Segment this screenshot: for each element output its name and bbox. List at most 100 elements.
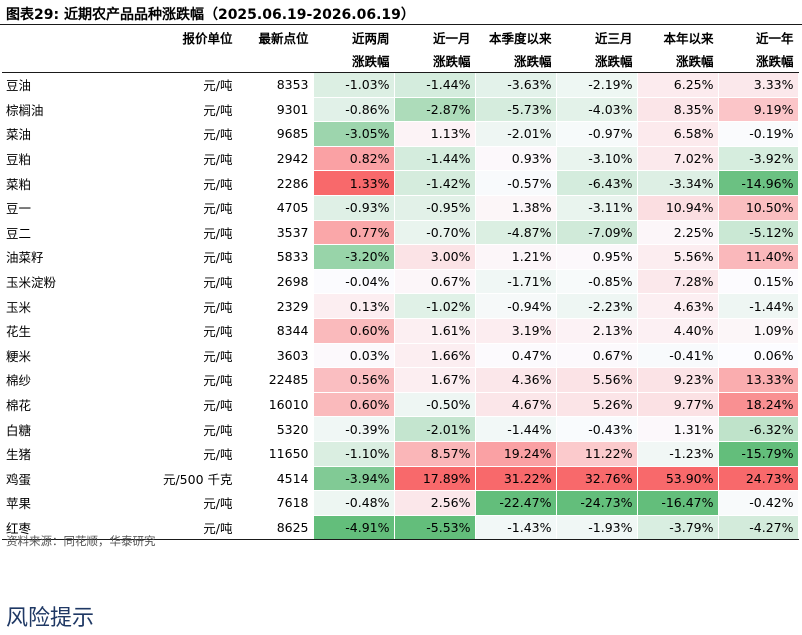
commodity-price: 2942 — [237, 146, 314, 172]
change-cell: -3.05% — [313, 121, 395, 147]
change-cell: -6.32% — [718, 416, 799, 442]
commodity-price: 2698 — [237, 269, 314, 295]
change-cell: -1.44% — [475, 416, 557, 442]
column-header: 最新点位 — [237, 26, 314, 49]
change-cell: 5.26% — [556, 392, 638, 418]
commodity-name: 玉米 — [2, 293, 93, 319]
change-cell: 9.23% — [637, 367, 719, 393]
price-change-table: 报价单位 最新点位 近两周 近一月 本季度以来 近三月 本年以来 近一年 涨跌幅 涨跌幅 涨跌幅涨… — [2, 26, 799, 541]
table-row: 花生 元/吨 8344 0.60% 1.61% 3.19% 2.13% 4.40% 1.09% — [2, 318, 799, 344]
change-cell: -1.44% — [394, 146, 476, 172]
table-row: 棉纱 元/吨 22485 0.56% 1.67% 4.36% 5.56% 9.23% 13.33… — [2, 367, 799, 393]
change-cell: -0.94% — [475, 293, 557, 319]
change-cell: -4.91% — [313, 515, 395, 541]
change-cell: -4.87% — [475, 220, 557, 246]
change-cell: -14.96% — [718, 170, 799, 196]
change-cell: 9.19% — [718, 97, 799, 123]
column-header — [92, 49, 238, 73]
column-header: 本季度以来 — [475, 26, 557, 49]
commodity-price: 5320 — [237, 416, 314, 442]
column-header — [2, 49, 93, 73]
column-header: 本年以来 — [637, 26, 719, 49]
header-row: 涨跌幅 涨跌幅 涨跌幅 涨跌幅 涨跌幅 涨跌幅 — [2, 49, 799, 73]
change-cell: -0.97% — [556, 121, 638, 147]
change-cell: 1.67% — [394, 367, 476, 393]
change-cell: -3.10% — [556, 146, 638, 172]
commodity-name: 苹果 — [2, 490, 93, 516]
change-cell: -0.19% — [718, 121, 799, 147]
change-cell: 4.36% — [475, 367, 557, 393]
table-row: 油菜籽 元/吨 5833 -3.20% 3.00% 1.21% 0.95% 5.56% 11.4… — [2, 244, 799, 270]
commodity-price: 9301 — [237, 97, 314, 123]
table-row: 红枣 元/吨 8625 -4.91% -5.53% -1.43% -1.93% -3.79% -… — [2, 515, 799, 541]
change-cell: -4.03% — [556, 97, 638, 123]
table-row: 粳米 元/吨 3603 0.03% 1.66% 0.47% 0.67% -0.41% 0.06% — [2, 343, 799, 369]
change-cell: 4.40% — [637, 318, 719, 344]
commodity-unit: 元/吨 — [92, 441, 238, 467]
change-cell: 3.00% — [394, 244, 476, 270]
commodity-price: 7618 — [237, 490, 314, 516]
change-cell: -1.93% — [556, 515, 638, 541]
column-header: 近两周 — [313, 26, 395, 49]
commodity-unit: 元/吨 — [92, 170, 238, 196]
section-heading: 风险提示 — [6, 606, 95, 631]
change-cell: 18.24% — [718, 392, 799, 418]
title-bar: 图表29: 近期农产品品种涨跌幅（2025.06.19-2026.06.19） — [0, 2, 802, 25]
change-cell: -3.63% — [475, 72, 557, 98]
change-cell: 11.40% — [718, 244, 799, 270]
change-cell: 0.13% — [313, 293, 395, 319]
table-row: 玉米 元/吨 2329 0.13% -1.02% -0.94% -2.23% 4.63% -1.… — [2, 293, 799, 319]
change-cell: -0.86% — [313, 97, 395, 123]
change-cell: -0.57% — [475, 170, 557, 196]
change-cell: 2.13% — [556, 318, 638, 344]
column-header: 近一年 — [718, 26, 799, 49]
change-cell: -24.73% — [556, 490, 638, 516]
change-cell: -1.02% — [394, 293, 476, 319]
change-cell: 4.63% — [637, 293, 719, 319]
commodity-name: 豆二 — [2, 220, 93, 246]
commodity-unit: 元/吨 — [92, 367, 238, 393]
commodity-unit: 元/吨 — [92, 343, 238, 369]
commodity-name: 豆油 — [2, 72, 93, 98]
column-header: 涨跌幅 — [313, 49, 395, 73]
commodity-unit: 元/吨 — [92, 72, 238, 98]
change-cell: 11.22% — [556, 441, 638, 467]
change-cell: -1.03% — [313, 72, 395, 98]
column-header: 近三月 — [556, 26, 638, 49]
change-cell: 0.77% — [313, 220, 395, 246]
change-cell: -0.93% — [313, 195, 395, 221]
header-row: 报价单位 最新点位 近两周 近一月 本季度以来 近三月 本年以来 近一年 — [2, 26, 799, 49]
commodity-name: 棕榈油 — [2, 97, 93, 123]
commodity-unit: 元/吨 — [92, 392, 238, 418]
table-row: 棕榈油 元/吨 9301 -0.86% -2.87% -5.73% -4.03% 8.35% 9… — [2, 97, 799, 123]
commodity-unit: 元/吨 — [92, 97, 238, 123]
change-cell: -0.50% — [394, 392, 476, 418]
change-cell: 31.22% — [475, 466, 557, 492]
change-cell: 24.73% — [718, 466, 799, 492]
commodity-price: 2286 — [237, 170, 314, 196]
commodity-name: 鸡蛋 — [2, 466, 93, 492]
change-cell: -1.44% — [394, 72, 476, 98]
commodity-price: 16010 — [237, 392, 314, 418]
change-cell: -1.42% — [394, 170, 476, 196]
change-cell: -0.39% — [313, 416, 395, 442]
change-cell: 0.60% — [313, 318, 395, 344]
change-cell: -5.53% — [394, 515, 476, 541]
change-cell: -0.70% — [394, 220, 476, 246]
change-cell: 0.67% — [556, 343, 638, 369]
commodity-name: 棉花 — [2, 392, 93, 418]
change-cell: 0.56% — [313, 367, 395, 393]
change-cell: -3.20% — [313, 244, 395, 270]
commodity-unit: 元/吨 — [92, 220, 238, 246]
change-cell: -1.71% — [475, 269, 557, 295]
commodity-price: 5833 — [237, 244, 314, 270]
column-header: 涨跌幅 — [394, 49, 476, 73]
change-cell: 2.25% — [637, 220, 719, 246]
change-cell: 0.60% — [313, 392, 395, 418]
column-header: 涨跌幅 — [637, 49, 719, 73]
commodity-name: 花生 — [2, 318, 93, 344]
change-cell: -16.47% — [637, 490, 719, 516]
column-header: 近一月 — [394, 26, 476, 49]
change-cell: 0.47% — [475, 343, 557, 369]
commodity-price: 9685 — [237, 121, 314, 147]
